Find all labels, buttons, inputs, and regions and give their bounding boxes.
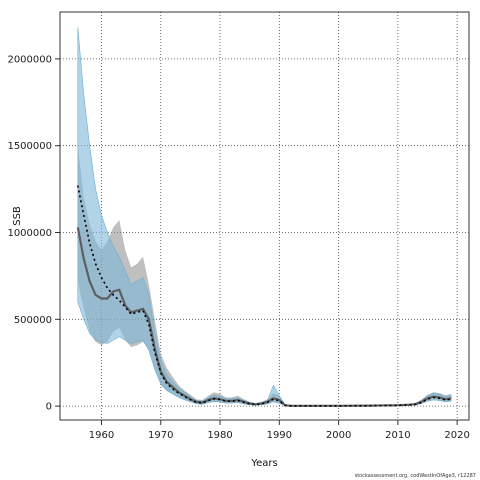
x-tick-label: 1990 — [267, 430, 292, 441]
y-axis-ticks: 0 500000 1000000 1500000 2000000 — [7, 54, 60, 413]
y-tick-label: 0 — [46, 402, 52, 413]
x-tick-label: 2020 — [444, 430, 469, 441]
x-tick-label: 2010 — [385, 430, 410, 441]
blue-confidence-band — [77, 27, 452, 407]
x-tick-label: 1970 — [148, 430, 173, 441]
y-axis-label: SSB — [12, 206, 23, 226]
y-tick-label: 500000 — [14, 315, 52, 326]
source-caption: stockassessment.org, codWestInOfAge3, r1… — [355, 473, 476, 479]
series-lines — [76, 185, 452, 407]
y-tick-label: 1000000 — [7, 228, 52, 239]
gray-confidence-band — [77, 145, 452, 406]
x-tick-label: 1960 — [89, 430, 114, 441]
confidence-bands — [77, 27, 452, 407]
x-tick-label: 1980 — [207, 430, 232, 441]
black-dotted-estimate-line — [77, 185, 452, 407]
x-axis-ticks: 1960 1970 1980 1990 2000 2010 2020 — [89, 420, 470, 441]
x-axis-label: Years — [250, 458, 277, 469]
x-tick-label: 2000 — [326, 430, 351, 441]
grid-lines — [60, 12, 469, 420]
plot-frame — [59, 11, 470, 421]
y-tick-label: 1500000 — [7, 141, 52, 152]
y-tick-label: 2000000 — [7, 54, 52, 65]
